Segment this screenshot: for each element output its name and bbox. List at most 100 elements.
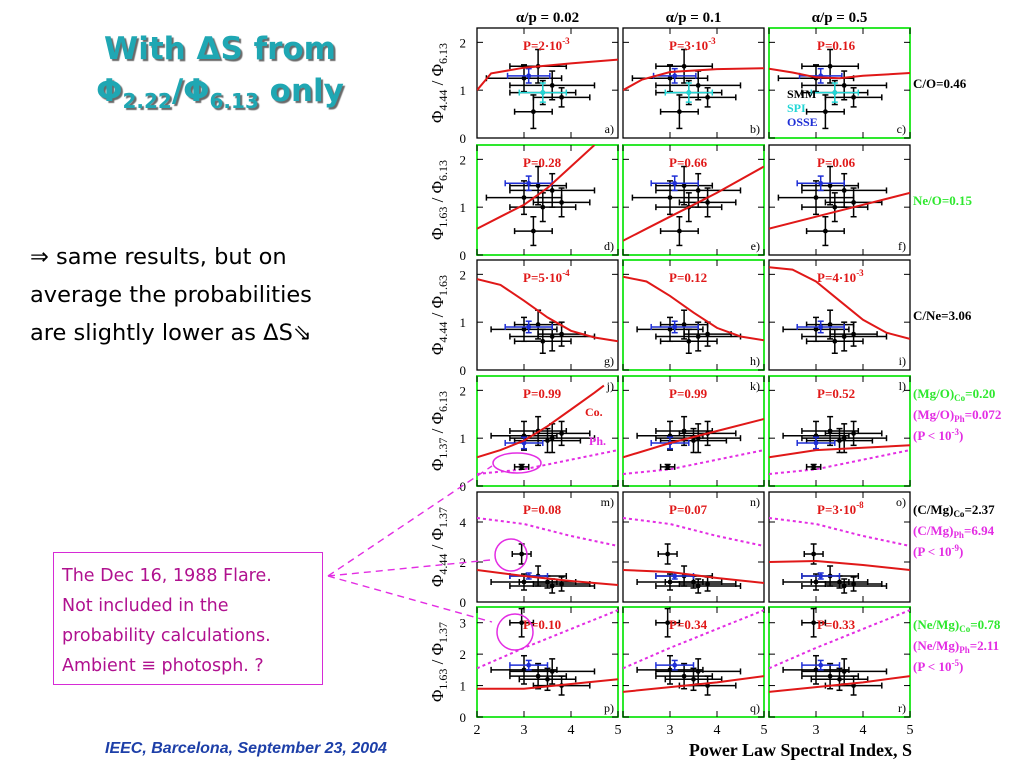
y-tick-label: 1 [460, 83, 467, 98]
data-point-spi [686, 90, 692, 95]
data-point-spi [540, 90, 546, 95]
panel-plot-area [769, 415, 910, 475]
probability-label: P=3·10-8 [817, 500, 864, 517]
panel-frame [622, 144, 765, 256]
x-tick-label: 4 [860, 723, 867, 738]
data-point-smm [681, 322, 687, 327]
x-tick-label: 5 [615, 723, 622, 738]
probability-value: P=3·10 [669, 38, 708, 53]
panel-l: P=0.52 l) [768, 375, 911, 487]
row-result-sup: -3 [951, 427, 959, 437]
panel-letter: b) [750, 122, 760, 136]
x-tick-label: 3 [521, 723, 528, 738]
connector-line-2 [327, 559, 491, 577]
panel-plot-area [769, 607, 910, 696]
footer: IEEC, Barcelona, September 23, 2004 [105, 740, 387, 757]
data-point-smm [705, 94, 710, 100]
y-label-sub-1: 4.44 [436, 322, 450, 343]
tag-photospheric: Ph. [589, 434, 606, 448]
panel-g: P=5·10-4 g) [476, 259, 619, 371]
data-point-smm [559, 581, 564, 587]
panel-r: P=0.33 r) [768, 606, 911, 718]
probability-value: P=5·10 [523, 270, 562, 285]
probability-value: P=0.99 [669, 386, 708, 401]
y-tick-label: 4 [460, 515, 467, 530]
data-point-smm [851, 430, 856, 436]
panel-f: P=0.06 f) [768, 144, 911, 256]
probability-value: P=0.28 [523, 155, 562, 170]
data-point-osse [526, 324, 532, 330]
panel-d: P=0.28 d) [476, 144, 619, 256]
title-mid: /Φ [171, 73, 210, 109]
data-point-smm [559, 331, 564, 337]
panel-letter: k) [750, 379, 760, 393]
data-point-osse [672, 324, 678, 330]
fit-curve [769, 675, 910, 693]
data-point-osse [526, 180, 532, 186]
data-point-smm [559, 430, 564, 436]
data-point-smm [535, 322, 541, 327]
row-result-sub: Co [954, 393, 965, 403]
photospheric-curve [477, 609, 618, 670]
fit-curve [623, 275, 764, 342]
panel-n: P=0.07 n) [622, 491, 765, 603]
title-line-1: With ΔS from [104, 31, 336, 67]
data-point-smm [827, 322, 833, 327]
photospheric-curve [623, 609, 764, 670]
data-point-smm [841, 188, 847, 193]
data-point-smm [851, 94, 856, 100]
y-tick-label: 1 [460, 315, 467, 330]
data-point-osse [672, 573, 678, 579]
data-point-osse [672, 662, 678, 668]
y-axis-label-row-4: Φ1.37 / Φ6.13 [428, 391, 450, 471]
x-tick-label: 2 [474, 723, 481, 738]
panel-plot-area [623, 415, 764, 475]
data-point-smm [545, 676, 550, 682]
probability-value: P=2·10 [523, 38, 562, 53]
note-line-3: probability calculations. [62, 626, 271, 646]
data-point-smm [691, 676, 696, 682]
panel-plot-area [769, 48, 910, 130]
data-point-smm [681, 63, 687, 69]
legend-osse: OSSE [787, 115, 818, 129]
y-label-sub-2: 1.37 [436, 507, 450, 528]
row-result-label: C/Ne=3.06 [913, 308, 972, 323]
y-tick-label: 1 [460, 679, 467, 694]
data-point-smm [521, 326, 527, 332]
panel-a: P=2·10-3 a) [476, 27, 619, 139]
row-result-label: (P < 10-9) [913, 543, 963, 559]
panel-k: P=0.99 k) [622, 375, 765, 487]
fit-curve [769, 559, 910, 571]
panel-letter: p) [604, 701, 614, 715]
fit-curve [769, 67, 910, 80]
fit-curve [477, 678, 618, 690]
panel-plot-area [769, 165, 910, 247]
data-point-smm [521, 75, 527, 81]
data-point-smm [841, 82, 847, 88]
data-point-smm [841, 669, 847, 674]
row-result-sub: Co [959, 624, 970, 634]
row-result-label: (C/Mg)Co=2.37 [913, 502, 995, 519]
probability-value: P=0.12 [669, 270, 707, 285]
y-tick-label: 0 [460, 363, 467, 378]
bullet-line-3: are slightly lower as ΔS⇘ [30, 320, 312, 346]
row-result-post: ) [959, 659, 963, 674]
probability-label: P=0.66 [669, 155, 708, 170]
y-label-sep: / Φ [428, 64, 447, 90]
panel-letter: a) [605, 122, 614, 136]
probability-label: P=0.12 [669, 270, 707, 285]
panel-j: P=0.99 j)Co. Ph. [476, 375, 619, 487]
probability-exponent: -8 [856, 500, 864, 510]
data-point-smm [540, 338, 546, 344]
probability-label: P=0.16 [817, 38, 856, 53]
y-axis-label-row-5: Φ4.44 / Φ1.37 [428, 507, 450, 587]
panel-plot-area [623, 275, 764, 355]
fit-curve [623, 675, 764, 693]
row-result-post: =6.94 [964, 523, 995, 538]
data-point-smm [695, 188, 701, 193]
fit-curve [477, 384, 605, 459]
y-label-phi: Φ [428, 575, 447, 587]
title-sub-1: 2.22 [122, 89, 172, 114]
data-point-smm [827, 673, 833, 679]
